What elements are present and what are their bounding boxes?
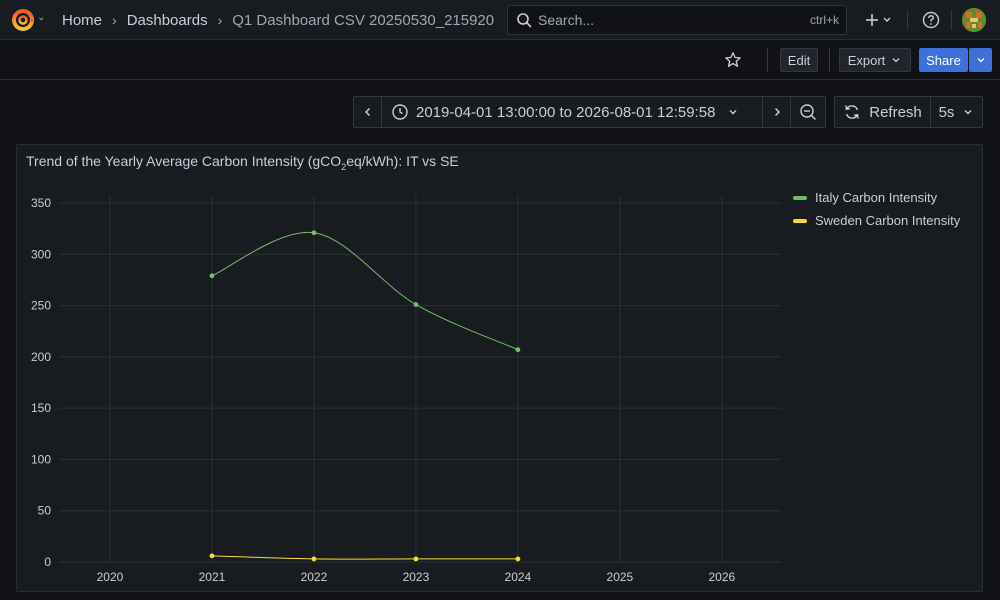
panel-title-text: Trend of the Yearly Average Carbon Inten… xyxy=(26,153,342,169)
search-placeholder: Search... xyxy=(538,12,595,28)
y-tick-label: 200 xyxy=(31,350,51,364)
x-tick-label: 2024 xyxy=(505,570,532,584)
chevron-down-icon xyxy=(977,58,984,63)
divider xyxy=(767,48,768,72)
x-tick-label: 2025 xyxy=(607,570,634,584)
breadcrumb-current-dashboard[interactable]: Q1 Dashboard CSV 20250530_215920 xyxy=(232,11,495,29)
y-tick-label: 100 xyxy=(31,452,51,466)
star-icon xyxy=(725,52,741,67)
search-input[interactable]: Search... ctrl+k xyxy=(507,5,847,35)
mark-favorite-button[interactable] xyxy=(722,48,744,72)
time-range-back-button[interactable] xyxy=(353,96,382,128)
legend-item-sweden[interactable]: Sweden Carbon Intensity xyxy=(793,213,960,228)
help-button[interactable] xyxy=(920,8,942,32)
data-point xyxy=(209,553,215,559)
breadcrumb-home[interactable]: Home xyxy=(62,11,103,29)
x-axis-ticks: 2020 2021 2022 2023 2024 2025 2026 xyxy=(97,570,736,584)
share-button[interactable]: Share xyxy=(919,48,968,72)
clock-icon xyxy=(392,104,408,120)
data-point xyxy=(311,556,317,562)
y-tick-label: 250 xyxy=(31,299,51,313)
y-tick-label: 350 xyxy=(31,196,51,210)
x-tick-label: 2020 xyxy=(97,570,124,584)
legend-label-sweden: Sweden Carbon Intensity xyxy=(815,213,961,228)
legend-item-italy[interactable]: Italy Carbon Intensity xyxy=(793,190,937,205)
help-icon xyxy=(922,11,940,29)
chart-grid xyxy=(59,195,781,563)
x-tick-label: 2022 xyxy=(301,570,328,584)
time-range-label: 2019-04-01 13:00:00 to 2026-08-01 12:59:… xyxy=(416,103,716,121)
data-point xyxy=(413,556,419,562)
menu-chevron-down-icon[interactable]: ⌄ xyxy=(37,12,46,23)
data-point xyxy=(413,302,419,307)
x-tick-label: 2026 xyxy=(709,570,736,584)
breadcrumb: Home › Dashboards › Q1 Dashboard CSV 202… xyxy=(62,0,494,40)
divider xyxy=(951,10,952,30)
export-button[interactable]: Export xyxy=(839,48,911,72)
refresh-button[interactable]: Refresh xyxy=(834,96,931,128)
user-avatar[interactable] xyxy=(962,8,986,32)
divider xyxy=(907,10,908,30)
refresh-interval-picker[interactable]: 5s xyxy=(930,96,983,128)
chart-series xyxy=(209,230,521,562)
export-label: Export xyxy=(847,52,886,68)
share-options-button[interactable] xyxy=(969,48,992,72)
search-shortcut: ctrl+k xyxy=(809,13,839,27)
data-point xyxy=(311,230,317,236)
data-point xyxy=(209,273,215,279)
data-point xyxy=(515,347,521,353)
zoom-out-icon xyxy=(800,104,816,120)
plus-icon xyxy=(866,14,891,26)
grafana-logo-icon[interactable] xyxy=(10,7,36,33)
series-line-0 xyxy=(211,232,519,351)
chevron-down-icon xyxy=(964,110,972,115)
refresh-label: Refresh xyxy=(869,103,922,121)
breadcrumb-dashboards[interactable]: Dashboards xyxy=(126,11,208,29)
divider xyxy=(829,48,830,72)
chevron-down-icon xyxy=(892,58,900,63)
y-tick-label: 300 xyxy=(31,247,51,261)
x-tick-label: 2021 xyxy=(199,570,226,584)
refresh-icon xyxy=(845,105,859,119)
chevron-right-icon xyxy=(774,107,780,117)
y-tick-label: 50 xyxy=(38,504,52,518)
chart-panel[interactable]: Trend of the Yearly Average Carbon Inten… xyxy=(16,144,983,592)
series-line-1 xyxy=(211,555,518,560)
x-tick-label: 2023 xyxy=(403,570,430,584)
dashboard-toolbar: Edit Export Share xyxy=(0,40,1000,80)
legend-swatch-sweden xyxy=(793,218,807,223)
legend-swatch-italy xyxy=(793,195,807,200)
refresh-interval-label: 5s xyxy=(938,103,955,121)
panel-title-text-end: eq/kWh): IT vs SE xyxy=(346,153,459,169)
y-tick-label: 0 xyxy=(44,555,51,569)
time-range-picker[interactable]: 2019-04-01 13:00:00 to 2026-08-01 12:59:… xyxy=(381,96,763,128)
panel-title[interactable]: Trend of the Yearly Average Carbon Inten… xyxy=(26,153,459,172)
y-tick-label: 150 xyxy=(31,401,51,415)
chevron-left-icon xyxy=(364,107,370,117)
time-range-forward-button[interactable] xyxy=(762,96,791,128)
add-new-button[interactable] xyxy=(860,8,896,32)
search-icon xyxy=(517,13,532,28)
edit-button[interactable]: Edit xyxy=(780,48,818,72)
zoom-out-button[interactable] xyxy=(790,96,826,128)
chevron-down-icon xyxy=(729,110,737,115)
legend-label-italy: Italy Carbon Intensity xyxy=(815,190,938,205)
y-axis-ticks: 0 50 100 150 200 250 300 350 xyxy=(31,196,51,569)
data-point xyxy=(515,556,521,562)
top-navbar: ⌄ Home › Dashboards › Q1 Dashboard CSV 2… xyxy=(0,0,1000,40)
chevron-right-icon: › xyxy=(112,12,117,28)
panel-title-subscript: 2 xyxy=(341,161,347,172)
chevron-right-icon: › xyxy=(217,12,223,28)
